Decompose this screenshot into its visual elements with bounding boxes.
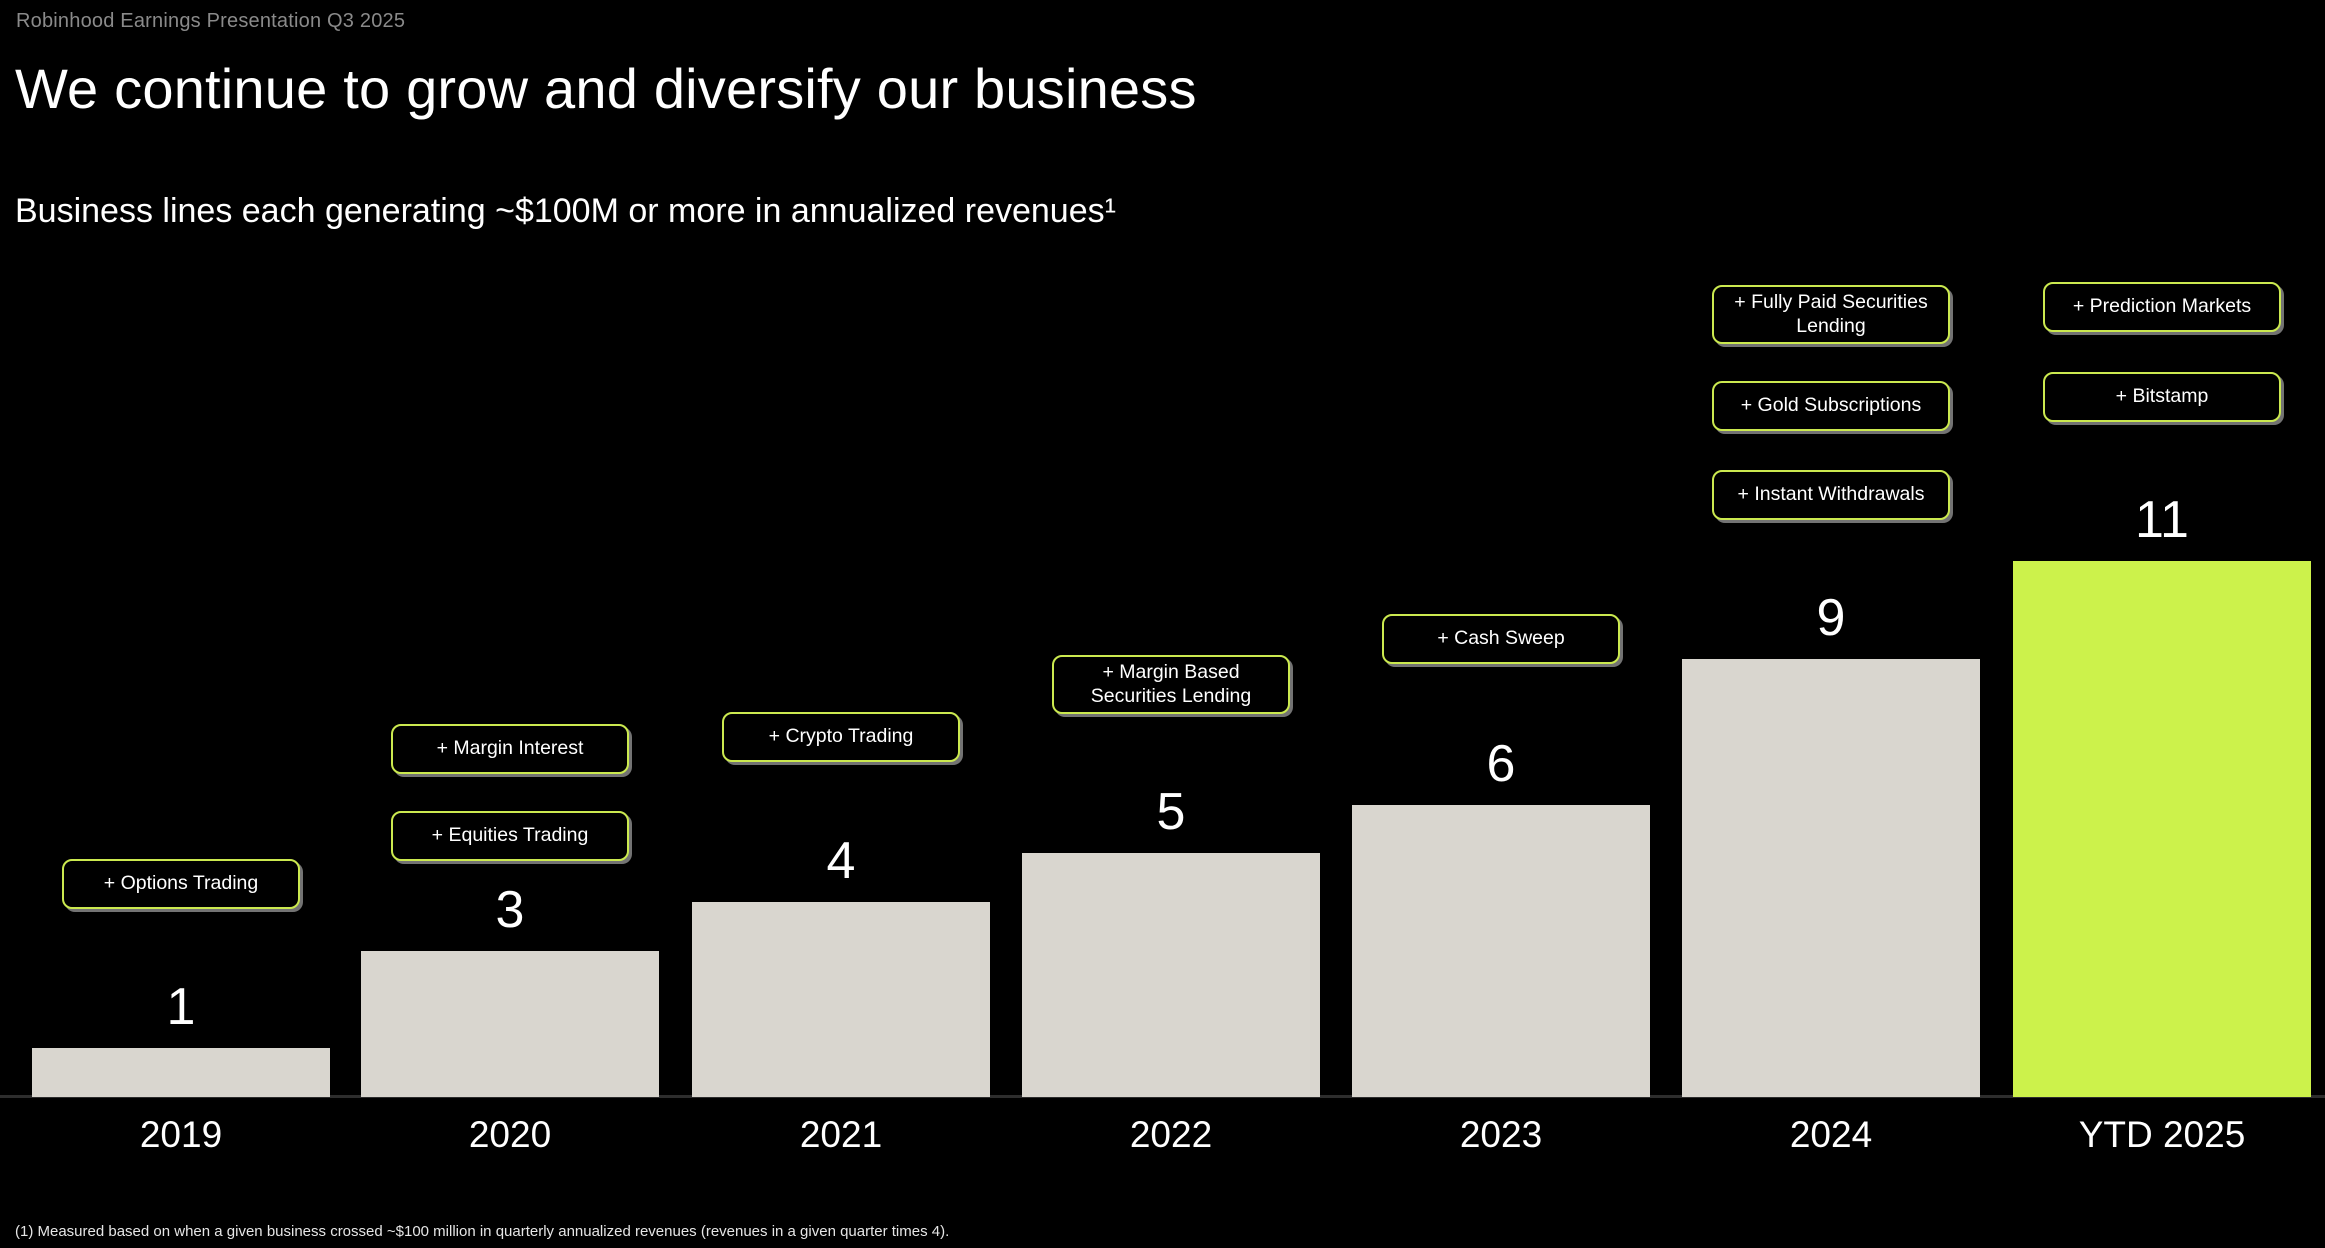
slide-subtitle: Business lines each generating ~$100M or… xyxy=(15,192,1116,230)
callout-equities-trading: + Equities Trading xyxy=(391,811,629,861)
bar-value-ytd-2025: 11 xyxy=(2135,490,2189,549)
axis-label-2023: 2023 xyxy=(1459,1114,1543,1155)
bar-ytd-2025 xyxy=(2013,561,2311,1097)
bar-2020 xyxy=(361,951,659,1097)
callout-margin-interest: + Margin Interest xyxy=(391,724,629,774)
presentation-label: Robinhood Earnings Presentation Q3 2025 xyxy=(16,10,406,32)
callout-bitstamp: + Bitstamp xyxy=(2043,372,2281,422)
axis-label-2019: 2019 xyxy=(139,1114,223,1155)
bar-value-2023: 6 xyxy=(1486,734,1516,793)
footnote: (1) Measured based on when a given busin… xyxy=(15,1223,950,1240)
axis-label-2021: 2021 xyxy=(799,1114,883,1155)
bar-value-2020: 3 xyxy=(495,880,525,939)
slide-title: We continue to grow and diversify our bu… xyxy=(15,57,1197,120)
bar-2024 xyxy=(1682,659,1980,1097)
callout-margin-based-securities-lending: + Margin Based Securities Lending xyxy=(1052,655,1290,714)
axis-label-2020: 2020 xyxy=(468,1114,552,1155)
bar-value-2019: 1 xyxy=(166,977,196,1036)
callout-fully-paid-securities-lending: + Fully Paid Securities Lending xyxy=(1712,285,1950,344)
bar-value-2022: 5 xyxy=(1156,782,1186,841)
callout-crypto-trading: + Crypto Trading xyxy=(722,712,960,762)
callout-instant-withdrawals: + Instant Withdrawals xyxy=(1712,470,1950,520)
axis-label-ytd-2025: YTD 2025 xyxy=(2078,1114,2246,1155)
bar-2021 xyxy=(692,902,990,1097)
bar-2019 xyxy=(32,1048,330,1097)
axis-label-2024: 2024 xyxy=(1789,1114,1873,1155)
callout-prediction-markets: + Prediction Markets xyxy=(2043,282,2281,332)
bar-value-2024: 9 xyxy=(1816,588,1846,647)
callout-options-trading: + Options Trading xyxy=(62,859,300,909)
callout-gold-subscriptions: + Gold Subscriptions xyxy=(1712,381,1950,431)
bar-value-2021: 4 xyxy=(826,831,856,890)
bar-2022 xyxy=(1022,853,1320,1097)
axis-label-2022: 2022 xyxy=(1129,1114,1213,1155)
bar-2023 xyxy=(1352,805,1650,1097)
callout-cash-sweep: + Cash Sweep xyxy=(1382,614,1620,664)
